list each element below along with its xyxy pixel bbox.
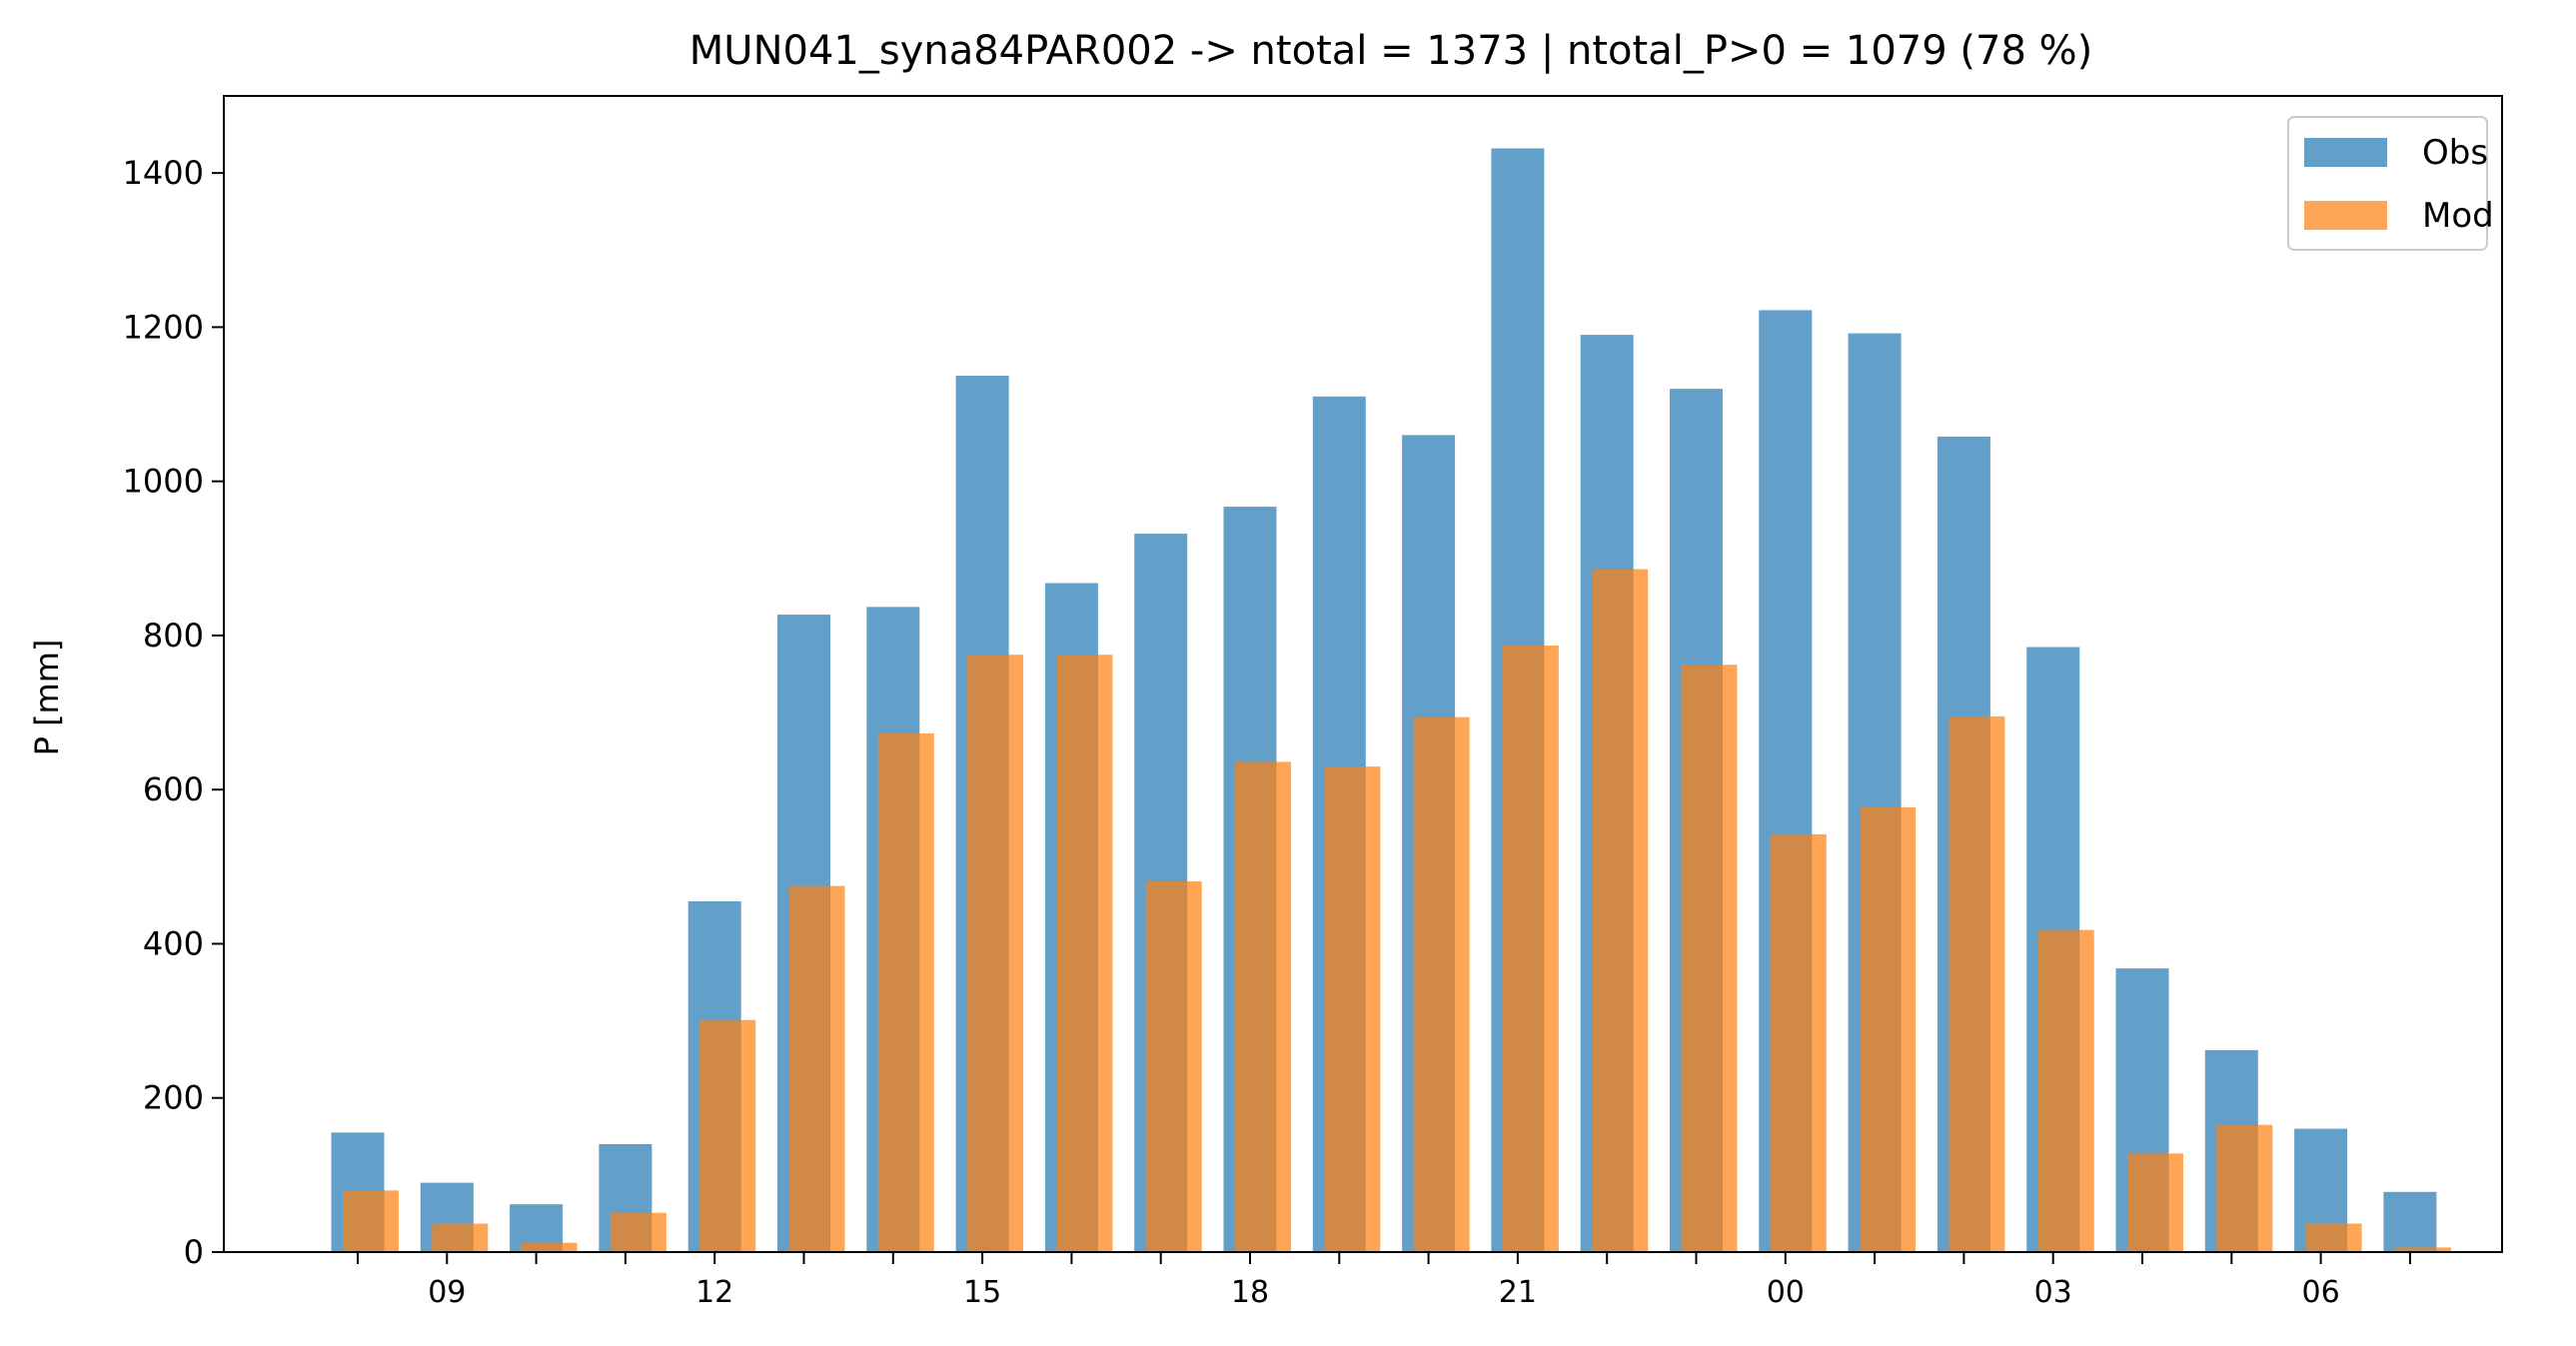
bar-obs-07 — [2383, 1191, 2437, 1252]
x-tick-label: 00 — [1767, 1275, 1805, 1310]
bar-mod-09 — [432, 1223, 489, 1252]
y-tick-label: 800 — [143, 617, 204, 655]
y-tick-label: 1000 — [123, 463, 204, 501]
bar-mod-13 — [788, 885, 845, 1252]
bar-mod-15 — [967, 655, 1024, 1252]
bar-mod-00 — [1770, 833, 1827, 1252]
legend-label-mod: Mod — [2422, 196, 2494, 236]
y-axis: 0 200 400 600 800 1000 1200 1400 — [123, 154, 224, 1271]
y-tick-label: 1200 — [123, 308, 204, 346]
bar-mod-04 — [2127, 1153, 2183, 1252]
y-tick-label: 400 — [143, 924, 204, 962]
legend-label-obs: Obs — [2422, 133, 2488, 173]
legend-swatch-mod — [2304, 201, 2387, 230]
y-tick-label: 600 — [143, 770, 204, 808]
plot-frame — [223, 95, 2503, 1253]
bar-mod-18 — [1235, 761, 1291, 1252]
bar-mod-23 — [1681, 665, 1738, 1252]
bar-mod-12 — [699, 1019, 756, 1252]
y-axis-label: P [mm] — [28, 640, 66, 756]
x-tick-label: 06 — [2302, 1275, 2340, 1310]
bar-mod-21 — [1502, 646, 1559, 1252]
bar-mod-07 — [2394, 1247, 2451, 1252]
bar-mod-08 — [343, 1190, 399, 1252]
bar-mod-02 — [1948, 715, 2005, 1252]
bar-mod-14 — [877, 732, 934, 1252]
bar-mod-16 — [1056, 655, 1113, 1252]
bar-mod-01 — [1860, 806, 1917, 1252]
bar-mod-03 — [2037, 929, 2094, 1252]
x-tick-label: 21 — [1499, 1275, 1537, 1310]
bar-mod-20 — [1413, 716, 1470, 1252]
bar-mod-17 — [1145, 881, 1202, 1252]
x-tick-label: 15 — [963, 1275, 1001, 1310]
legend-swatch-obs — [2304, 138, 2387, 167]
bar-mod-06 — [2305, 1223, 2362, 1252]
legend: Obs Mod — [2287, 116, 2494, 251]
y-tick-label: 1400 — [123, 154, 204, 192]
chart-title: MUN041_syna84PAR002 -> ntotal = 1373 | n… — [689, 28, 2092, 74]
bar-mod-10 — [521, 1242, 578, 1252]
x-tick-label: 09 — [428, 1275, 466, 1310]
series-mod-bars — [343, 569, 2451, 1252]
bar-mod-11 — [610, 1212, 666, 1252]
bar-mod-05 — [2216, 1124, 2273, 1252]
x-tick-label: 12 — [695, 1275, 733, 1310]
x-axis: 09 12 15 18 21 00 03 06 — [357, 1252, 2411, 1310]
y-tick-label: 0 — [184, 1233, 204, 1271]
bar-mod-22 — [1592, 569, 1649, 1252]
x-tick-label: 18 — [1231, 1275, 1269, 1310]
x-tick-label: 03 — [2034, 1275, 2072, 1310]
y-tick-label: 200 — [143, 1079, 204, 1117]
bar-mod-19 — [1324, 766, 1381, 1252]
